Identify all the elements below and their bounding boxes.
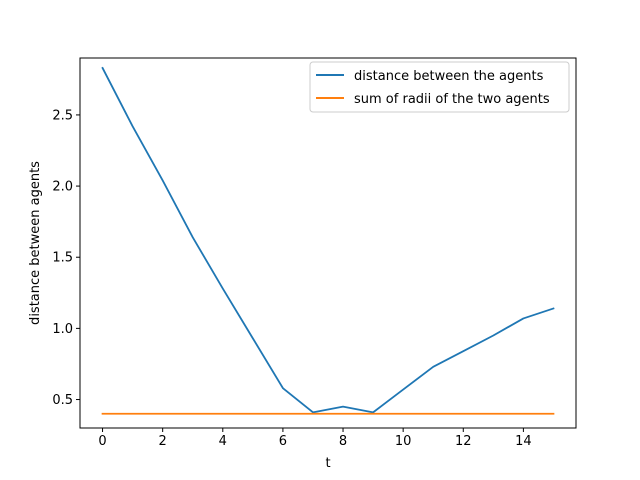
y-tick-label: 1.5 <box>52 251 73 266</box>
y-tick-label: 1.0 <box>52 322 73 337</box>
ticks-layer: 0 2 4 6 8 10 12 14 0.5 1.0 1.5 2.0 2.5 <box>52 108 531 449</box>
x-tick-label: 12 <box>455 434 472 449</box>
y-tick-label: 2.5 <box>52 108 73 123</box>
axes-frame <box>79 57 577 429</box>
legend-label-sum-of-radii: sum of radii of the two agents <box>354 92 550 107</box>
legend-frame <box>309 61 570 113</box>
x-tick-label: 2 <box>159 434 167 449</box>
x-tick-label: 0 <box>98 434 106 449</box>
y-tick-label: 2.0 <box>52 180 73 195</box>
x-axis-label: t <box>325 456 330 471</box>
x-tick-label: 8 <box>339 434 347 449</box>
y-axis-label: distance between agents <box>28 161 43 325</box>
x-tick-label: 14 <box>515 434 532 449</box>
x-tick-label: 4 <box>219 434 227 449</box>
plot-area <box>80 58 576 428</box>
legend: distance between the agents sum of radii… <box>309 61 570 113</box>
y-tick-label: 0.5 <box>52 393 73 408</box>
x-tick-label: 10 <box>395 434 412 449</box>
series-line-distance <box>101 66 555 414</box>
legend-label-distance: distance between the agents <box>354 69 544 84</box>
x-tick-label: 6 <box>279 434 287 449</box>
series-layer <box>101 66 555 415</box>
